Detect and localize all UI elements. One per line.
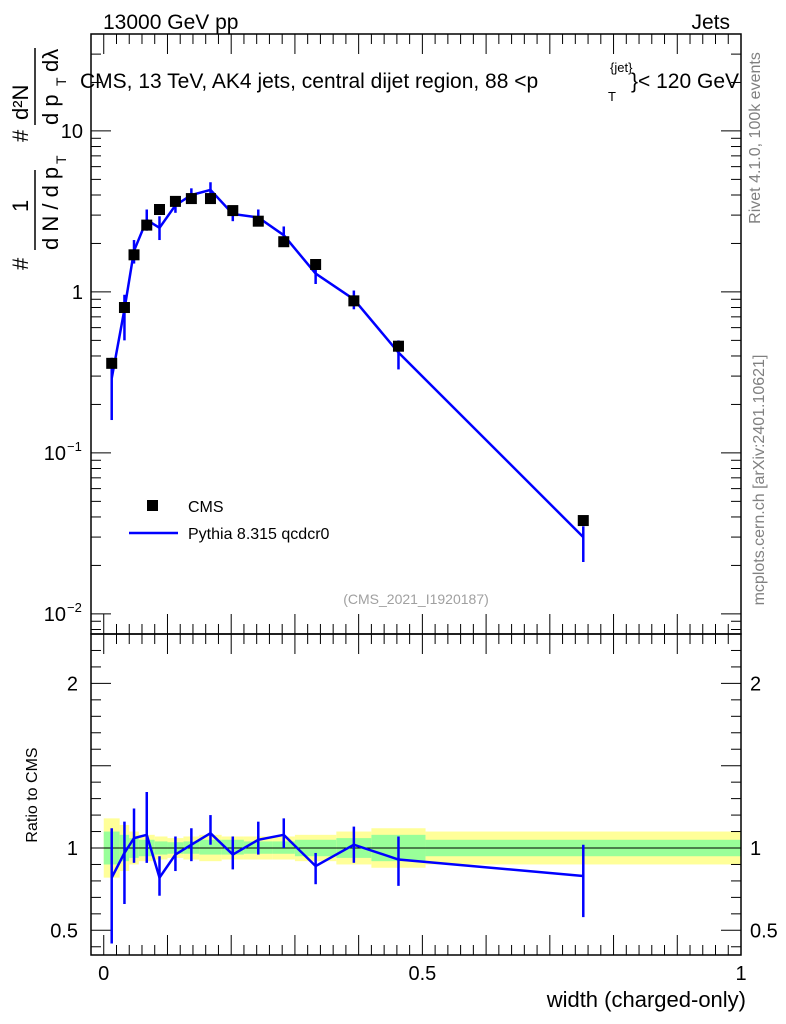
main-y-tick-label: 10 [61, 121, 83, 143]
legend-data-label: CMS [188, 499, 224, 516]
ratio-y-tick-label-right: 1 [750, 838, 761, 860]
data-point [227, 205, 239, 217]
main-y-tick-label: 10 [44, 604, 66, 626]
ratio-y-tick-label-left: 0.5 [50, 920, 78, 942]
data-point [141, 219, 153, 231]
data-point [577, 515, 589, 527]
data-point [154, 204, 166, 216]
legend-data-marker [147, 500, 158, 511]
ratio-y-axis-label: Ratio to CMS [24, 747, 41, 842]
category-label: Jets [691, 11, 730, 34]
y-label-prefactor-sub: T [53, 155, 69, 164]
main-y-tick-label: 10 [44, 443, 66, 465]
data-point [252, 215, 264, 227]
ratio-axis-ticks: 0 0.5 10.5 0.51 12 2 [50, 633, 778, 985]
analysis-id: (CMS_2021_I1920187) [343, 591, 489, 607]
legend: CMS Pythia 8.315 qcdcr0 [129, 499, 330, 543]
y-label-hash-2: # [8, 129, 33, 142]
y-label-numerator: d²N [8, 85, 33, 120]
x-tick-label: 0.5 [408, 963, 436, 985]
rivet-label: Rivet 4.1.0, 100k events [747, 52, 764, 224]
y-label-one: 1 [8, 200, 33, 212]
y-label-hash-1: # [8, 257, 33, 270]
band-inner [199, 839, 222, 855]
ratio-y-tick-label-right: 2 [750, 673, 761, 695]
legend-mc-label: Pythia 8.315 qcdcr0 [188, 526, 330, 543]
data-point [169, 195, 181, 207]
data-point [348, 295, 360, 307]
ratio-y-tick-label-left: 2 [67, 673, 78, 695]
ratio-y-tick-label-right: 0.5 [750, 920, 778, 942]
x-tick-label: 1 [735, 963, 746, 985]
mc-series-main [110, 182, 585, 563]
data-point [278, 236, 290, 248]
mc-line [110, 188, 585, 538]
data-point [118, 302, 130, 314]
main-panel-frame [90, 33, 742, 635]
x-tick-label: 0 [98, 963, 109, 985]
energy-label: 13000 GeV pp [103, 11, 238, 34]
plot-title-sup: {jet} [610, 60, 633, 75]
main-y-tick-exp: −1 [67, 439, 82, 454]
ratio-frame-rect [90, 633, 742, 956]
plot-title-tail: }< 120 GeV [631, 70, 739, 93]
main-frame-rect [90, 33, 742, 635]
ratio-y-tick-label-left: 1 [67, 838, 78, 860]
data-point [106, 357, 118, 369]
plot-title-sub: T [608, 89, 616, 104]
data-point [392, 340, 404, 352]
plot-title-main: CMS, 13 TeV, AK4 jets, central dijet reg… [80, 70, 538, 93]
main-y-tick-exp: −2 [67, 600, 82, 615]
y-label-dlambda: dλ [38, 49, 63, 72]
main-y-axis-label: # 1 d N / d p T # d²N d p T dλ [8, 48, 69, 270]
site-label: mcplots.cern.ch [arXiv:2401.10621] [751, 355, 768, 606]
plot-title: CMS, 13 TeV, AK4 jets, central dijet reg… [80, 60, 739, 104]
data-point [204, 193, 216, 205]
x-axis-label: width (charged-only) [546, 987, 746, 1012]
y-label-denominator: d p [38, 94, 63, 125]
data-series-main [106, 193, 589, 527]
y-label-denominator-sub: T [53, 77, 69, 86]
y-label-prefactor-den: d N / d p [38, 167, 63, 250]
mc-series-ratio [110, 792, 585, 944]
data-point [310, 259, 322, 271]
ratio-panel-frame [90, 633, 742, 956]
data-point [128, 249, 140, 261]
main-y-tick-label: 1 [72, 282, 83, 304]
data-point [185, 193, 197, 205]
